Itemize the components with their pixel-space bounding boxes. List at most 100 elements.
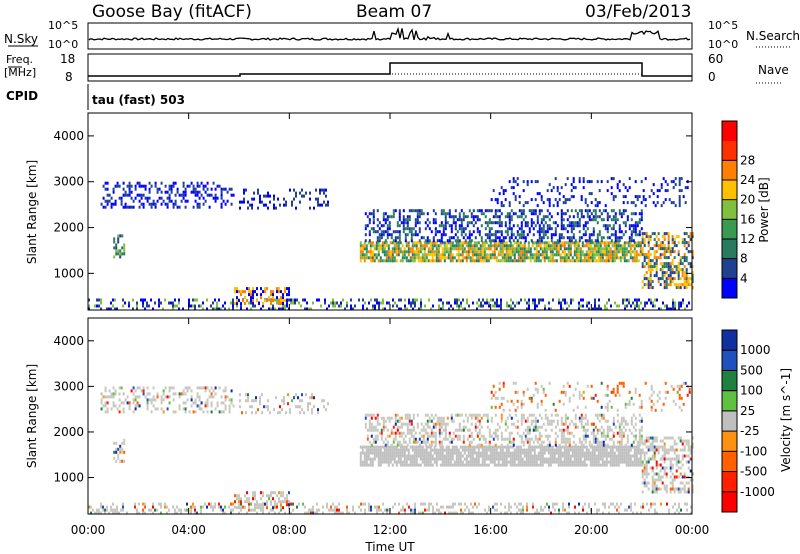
data-cell <box>663 451 666 455</box>
data-cell <box>679 283 682 287</box>
data-cell <box>632 425 635 429</box>
data-cell <box>494 390 497 394</box>
data-cell <box>506 215 509 219</box>
data-cell <box>576 381 579 385</box>
data-cell <box>649 436 652 440</box>
data-cell <box>368 301 370 305</box>
data-cell <box>247 393 249 397</box>
data-cell <box>532 425 535 429</box>
data-cell <box>116 407 119 411</box>
data-cell <box>449 448 452 452</box>
data-cell <box>654 298 656 302</box>
data-cell <box>563 454 566 458</box>
data-cell <box>368 239 371 243</box>
data-cell <box>517 448 520 452</box>
data-cell <box>657 238 660 242</box>
data-cell <box>359 256 362 260</box>
data-cell <box>498 209 501 213</box>
data-cell <box>531 463 534 467</box>
data-cell <box>539 451 542 455</box>
data-cell <box>627 460 630 464</box>
data-cell <box>184 407 187 411</box>
data-cell <box>630 396 633 400</box>
data-cell <box>665 436 668 440</box>
data-cell <box>407 451 410 455</box>
data-cell <box>551 460 554 464</box>
data-cell <box>574 443 577 447</box>
data-cell <box>367 463 370 467</box>
data-cell <box>344 307 346 311</box>
data-cell <box>653 445 656 449</box>
data-cell <box>439 454 442 458</box>
data-cell <box>391 445 394 449</box>
data-cell <box>588 218 591 222</box>
data-cell <box>404 304 406 308</box>
data-cell <box>561 241 564 245</box>
data-cell <box>483 445 486 449</box>
data-cell <box>633 454 636 458</box>
data-cell <box>523 259 526 263</box>
data-cell <box>247 206 249 210</box>
data-cell <box>651 469 654 473</box>
data-cell <box>617 250 620 254</box>
data-cell <box>672 387 675 391</box>
data-cell <box>184 199 187 203</box>
data-cell <box>616 413 619 417</box>
data-cell <box>571 259 574 263</box>
data-cell <box>411 253 414 257</box>
data-cell <box>691 256 694 260</box>
data-cell <box>404 239 407 243</box>
data-cell <box>458 224 461 228</box>
data-cell <box>590 422 593 426</box>
data-cell <box>520 434 523 438</box>
data-cell <box>526 440 529 444</box>
data-cell <box>661 241 664 245</box>
data-cell <box>626 215 629 219</box>
data-cell <box>637 448 640 452</box>
data-cell <box>408 440 411 444</box>
data-cell <box>660 183 663 187</box>
data-cell <box>618 443 621 447</box>
data-cell <box>656 393 659 397</box>
data-cell <box>420 298 422 302</box>
data-cell <box>626 189 629 193</box>
data-cell <box>574 425 577 429</box>
data-cell <box>417 463 420 467</box>
data-cell <box>647 286 650 290</box>
data-cell <box>435 463 438 467</box>
data-cell <box>576 212 579 216</box>
data-cell <box>620 431 623 435</box>
data-cell <box>455 244 458 248</box>
data-cell <box>122 205 125 209</box>
data-cell <box>685 286 688 290</box>
data-cell <box>500 186 503 190</box>
data-cell <box>612 195 615 199</box>
data-cell <box>206 401 209 405</box>
data-cell <box>110 196 113 200</box>
data-cell <box>252 304 254 308</box>
data-cell <box>472 218 475 222</box>
data-cell <box>481 259 484 263</box>
data-cell <box>586 304 588 308</box>
data-cell <box>266 299 268 303</box>
data-cell <box>462 425 465 429</box>
data-cell <box>601 454 604 458</box>
data-cell <box>669 250 672 254</box>
power-panel <box>87 112 693 311</box>
data-cell <box>625 448 628 452</box>
data-cell <box>578 419 581 423</box>
data-cell <box>674 301 676 305</box>
data-cell <box>645 469 648 473</box>
data-cell <box>244 302 246 306</box>
data-cell <box>245 188 247 192</box>
data-cell <box>554 177 557 181</box>
data-cell <box>556 434 559 438</box>
data-cell <box>466 437 469 441</box>
data-cell <box>123 252 126 256</box>
data-cell <box>387 445 390 449</box>
data-cell <box>459 460 462 464</box>
data-cell <box>100 398 103 402</box>
data-cell <box>661 265 664 269</box>
data-cell <box>675 235 678 239</box>
data-cell <box>404 221 407 225</box>
